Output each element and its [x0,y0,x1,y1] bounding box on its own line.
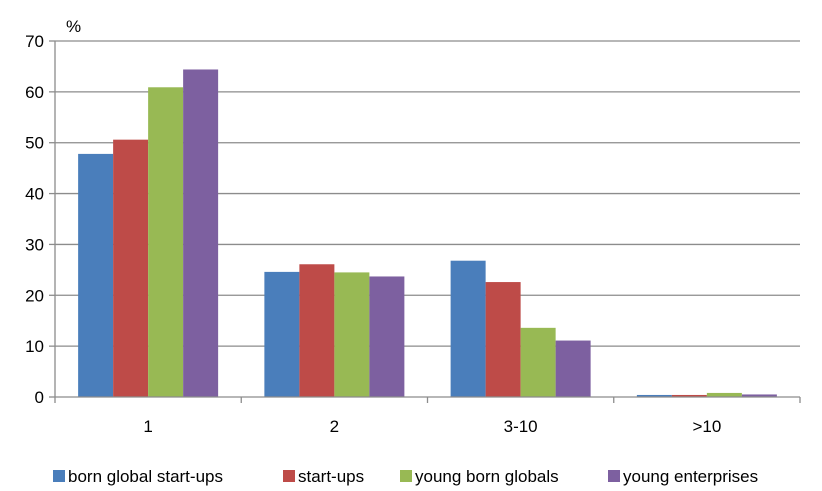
legend-label: young born globals [415,467,559,486]
bar-young-born-globals-1 [334,272,370,397]
legend-label: start-ups [298,467,364,486]
y-tick-labels: 0 10 20 30 40 50 60 70 [25,32,44,407]
bar-start-ups-0 [113,139,149,398]
y-axis-label: % [66,17,81,36]
bar-young-enterprises-1 [369,276,405,397]
bar-young-enterprises-0 [183,69,219,397]
legend-label: young enterprises [623,467,758,486]
bar-born-global-start-ups-1 [264,271,300,397]
y-tick-label: 0 [35,388,44,407]
bar-young-born-globals-2 [520,327,556,397]
bar-born-global-start-ups-0 [78,153,114,397]
bar-start-ups-2 [485,282,521,397]
x-tick-label: 3-10 [504,417,538,436]
bar-young-born-globals-3 [706,392,742,397]
legend: born global start-ups start-ups young born… [53,467,758,486]
bar-start-ups-3 [671,394,707,397]
legend-swatch [53,470,65,482]
x-tick-label: >10 [692,417,721,436]
x-tick-label: 1 [143,417,152,436]
y-tick-label: 10 [25,337,44,356]
legend-swatch [283,470,295,482]
bar-born-global-start-ups-3 [636,394,672,397]
bar-born-global-start-ups-2 [450,260,486,397]
y-tick-label: 50 [25,134,44,153]
legend-swatch [608,470,620,482]
bar-young-enterprises-2 [555,340,591,397]
bars [78,69,777,398]
x-tick-labels: 1 2 3-10 >10 [143,417,721,436]
y-tick-label: 30 [25,235,44,254]
y-tick-label: 70 [25,32,44,51]
y-tick-label: 20 [25,286,44,305]
axes [49,40,801,403]
bar-young-enterprises-3 [741,394,777,397]
legend-swatch [400,470,412,482]
x-tick-label: 2 [330,417,339,436]
bar-start-ups-1 [299,264,335,397]
bar-young-born-globals-0 [148,87,184,397]
y-tick-label: 40 [25,185,44,204]
y-tick-label: 60 [25,83,44,102]
legend-label: born global start-ups [68,467,223,486]
